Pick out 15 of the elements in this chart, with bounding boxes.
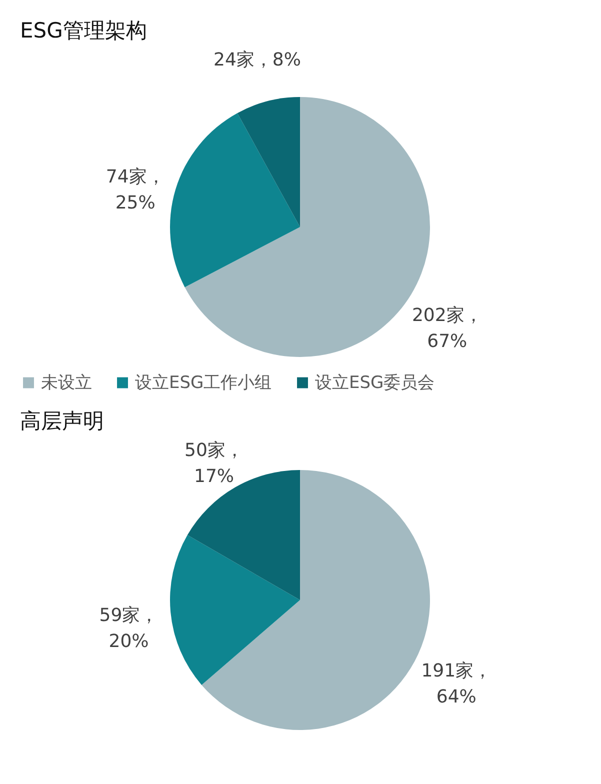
data-label: 59家，20% (99, 605, 158, 652)
data-label: 50家，17% (184, 440, 244, 488)
data-label: 191家，64% (421, 660, 492, 708)
legend-label: 设立ESG工作小组 (135, 372, 272, 393)
data-label: 24家，8% (213, 49, 301, 70)
chart-title: 高层声明 (20, 409, 104, 434)
data-label: 74家，25% (106, 166, 165, 214)
pie-slice (187, 470, 300, 600)
pie-slice (170, 535, 300, 685)
legend-label: 设立ESG委员会 (315, 372, 435, 393)
pie-slice (237, 97, 300, 227)
pie-slice (170, 113, 300, 288)
legend-label: 未设立 (41, 372, 92, 393)
chart-title: ESG管理架构 (20, 18, 147, 42)
data-label: 202家，67% (412, 305, 482, 352)
